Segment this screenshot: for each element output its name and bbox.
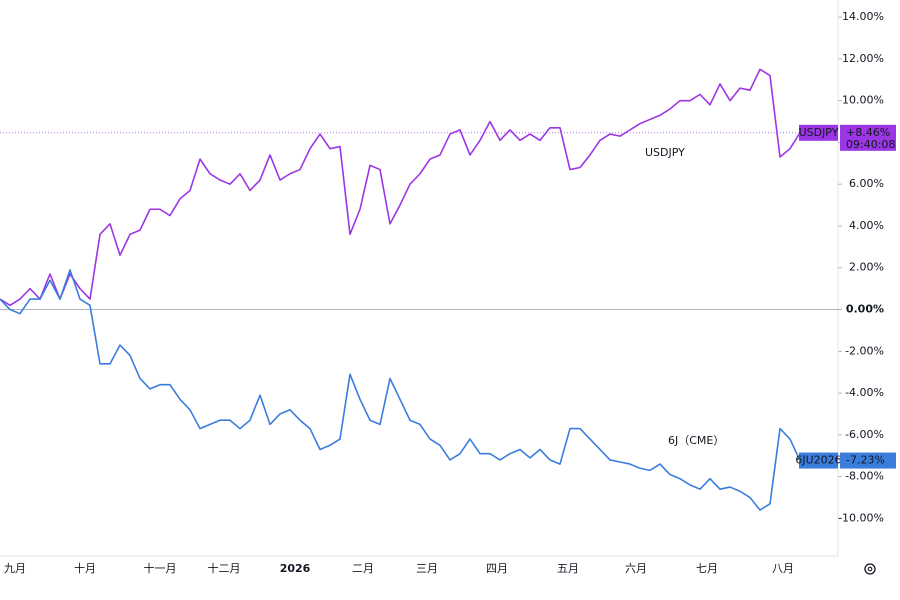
x-tick-label: 七月 [696,562,718,575]
y-tick-label: -2.00% [845,344,884,357]
last-value-box [840,124,896,151]
x-tick-label: 二月 [352,562,374,575]
series-name-box [799,124,838,141]
y-tick-label: -10.00% [838,511,884,524]
y-tick-label: 4.00% [849,219,884,232]
x-tick-label: 八月 [772,562,794,575]
series-annotation: USDJPY [645,146,685,159]
last-value-box [840,452,896,469]
x-tick-label: 三月 [416,562,438,575]
y-tick-label: 10.00% [842,94,884,107]
series-name-label: USDJPY [799,126,839,139]
y-tick-label: 6.00% [849,177,884,190]
y-tick-label: -6.00% [845,428,884,441]
y-tick-label: -4.00% [845,386,884,399]
x-tick-label: 2026 [280,562,311,575]
x-tick-label: 十月 [74,561,96,575]
series-name-box [799,452,838,469]
y-tick-label: -8.00% [845,470,884,483]
last-value-label: -7.23% [846,454,885,467]
x-tick-label: 九月 [4,562,26,575]
x-tick-label: 四月 [486,562,508,575]
series-line [0,269,801,511]
x-tick-label: 六月 [625,562,647,575]
series-name-label: 6JU2026 [795,454,841,467]
y-tick-label: 12.00% [842,52,884,65]
x-tick-label: 十一月 [144,561,177,575]
gear[interactable] [864,563,876,575]
y-tick-label: 14.00% [842,10,884,23]
x-tick-label: 五月 [557,562,579,575]
y-tick-label: 0.00% [846,303,884,316]
last-value-label: +8.46% [846,126,890,139]
last-time-label: 09:40:08 [846,138,895,151]
series-line [0,68,801,307]
settings-icon[interactable] [864,563,876,575]
gear-center[interactable] [867,566,873,572]
series-annotation: 6J（CME） [668,434,724,447]
x-tick-label: 十二月 [208,561,241,575]
y-tick-label: 2.00% [849,261,884,274]
